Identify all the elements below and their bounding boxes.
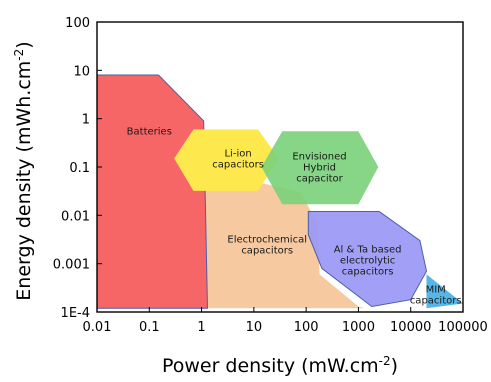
regions-layer (96, 74, 463, 309)
y-axis-ticks: 1E-4 0.001 0.01 0.1 1 10 100 (53, 16, 102, 321)
region-batteries (96, 74, 209, 309)
region-envisioned-hybrid-capacitor (261, 131, 379, 205)
y-tick-label: 1 (82, 113, 90, 128)
x-tick-label: 1 (197, 320, 205, 335)
region-mim-capacitors (426, 274, 463, 309)
y-tick-label: 100 (65, 16, 90, 31)
x-axis-ticks: 0.01 0.1 1 10 100 1000 10000 100000 (83, 307, 488, 335)
region-label-batteries: Batteries (127, 127, 172, 138)
y-tick-label: 0.001 (53, 258, 90, 273)
region-label-al-ta-based-electrolytic-capacitors: Al & Ta based electrolytic capacitors (334, 244, 402, 277)
x-tick-label: 0.1 (139, 320, 160, 335)
x-tick-label: 0.01 (83, 320, 112, 335)
x-tick-label: 100 (294, 320, 319, 335)
x-tick-label: 10000 (390, 320, 431, 335)
x-axis-label: Power density (mW.cm-2) (162, 354, 398, 377)
region-label-electrochemical-capacitors: Electrochemical capacitors (227, 234, 307, 256)
y-tick-label: 0.01 (61, 209, 90, 224)
y-tick-label: 0.1 (69, 161, 90, 176)
y-axis-label: Energy density (mWh.cm-2) (12, 41, 35, 300)
region-labels-layer: Electrochemical capacitors Batteries Li-ion… (127, 127, 462, 307)
region-label-li-ion-capacitors: Li-ion capacitors (212, 149, 264, 171)
x-tick-label: 100000 (438, 320, 488, 335)
region-al-ta-based-electrolytic-capacitors (307, 211, 428, 308)
region-li-ion-capacitors (174, 129, 279, 191)
region-label-envisioned-hybrid-capacitor: Envisioned Hybrid capacitor (292, 152, 346, 185)
x-tick-label: 1000 (342, 320, 375, 335)
y-tick-label: 10 (73, 64, 90, 79)
region-electrochemical-capacitors (201, 169, 365, 309)
region-label-mim-capacitors: MIM capacitors (410, 285, 462, 307)
x-tick-label: 10 (246, 320, 263, 335)
y-tick-label: 1E-4 (61, 306, 90, 321)
